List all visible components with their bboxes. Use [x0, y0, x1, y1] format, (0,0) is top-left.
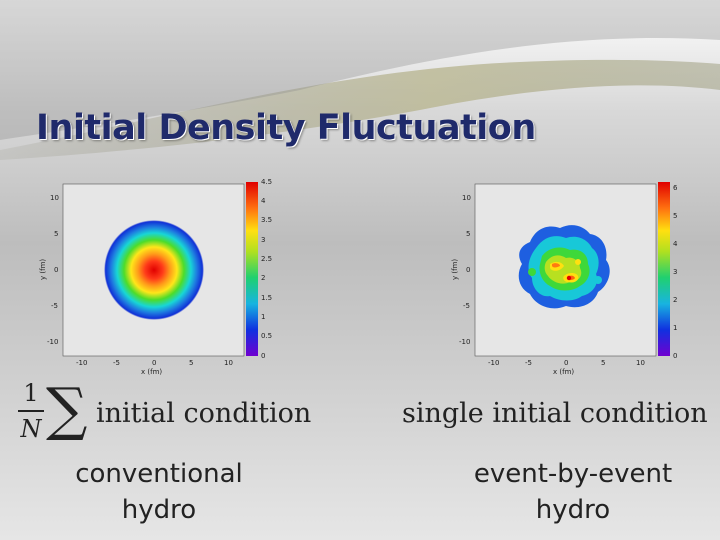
initial-condition-text: initial condition	[96, 398, 312, 429]
colorbar	[246, 182, 258, 356]
single-initial-condition-text: single initial condition	[402, 398, 708, 429]
cbar-tick: 4	[673, 240, 678, 248]
cbar-tick: 1	[261, 313, 265, 321]
y-tick: -10	[459, 338, 470, 346]
cbar-tick: 1	[673, 324, 677, 332]
x-tick: 5	[189, 359, 193, 367]
x-tick: -10	[76, 359, 87, 367]
fraction-denominator: N	[20, 415, 42, 443]
y-tick: -5	[51, 302, 58, 310]
y-tick: 10	[50, 194, 59, 202]
slide-title: Initial Density Fluctuation	[36, 108, 536, 148]
cbar-tick: 2.5	[261, 255, 272, 263]
y-tick: -10	[47, 338, 58, 346]
conventional-heatmap: 4.5 4 3.5 3 2.5 2 1.5 1 0.5 0 10 5 0 -5 …	[36, 176, 286, 376]
x-tick: 0	[152, 359, 156, 367]
density-blob	[518, 225, 610, 309]
y-tick: 5	[54, 230, 58, 238]
conventional-heatmap-svg: 4.5 4 3.5 3 2.5 2 1.5 1 0.5 0 10 5 0 -5 …	[39, 178, 272, 376]
summation-symbol: ∑	[46, 375, 88, 443]
conventional-hydro-caption: conventional hydro	[44, 456, 274, 528]
y-tick: -5	[463, 302, 470, 310]
y-tick: 5	[466, 230, 470, 238]
cbar-tick: 0	[261, 352, 265, 360]
cbar-tick: 0.5	[261, 332, 272, 340]
density-blob	[104, 220, 204, 320]
event-by-event-heatmap: 6 5 4 3 2 1 0 10 5 0 -5 -10 -10 -5 0 5 1…	[448, 176, 698, 376]
colorbar-labels: 4.5 4 3.5 3 2.5 2 1.5 1 0.5 0	[261, 178, 272, 360]
y-tick: 0	[54, 266, 58, 274]
cbar-tick: 3.5	[261, 216, 272, 224]
cbar-tick: 4.5	[261, 178, 272, 186]
colorbar	[658, 182, 670, 356]
y-tick: 0	[466, 266, 470, 274]
caption-line: hydro	[535, 495, 611, 525]
event-by-event-hydro-caption: event-by-event hydro	[458, 456, 688, 528]
x-axis-label: x (fm)	[141, 368, 162, 376]
x-tick-labels: -10 -5 0 5 10	[76, 359, 233, 367]
caption-line: event-by-event	[473, 459, 673, 489]
fraction-numerator: 1	[23, 379, 39, 407]
cbar-tick: 4	[261, 197, 266, 205]
cbar-tick: 0	[673, 352, 677, 360]
x-tick: -5	[525, 359, 532, 367]
cbar-tick: 2	[261, 274, 265, 282]
x-tick-labels: -10 -5 0 5 10	[488, 359, 645, 367]
x-tick: -5	[113, 359, 120, 367]
x-tick: 0	[564, 359, 568, 367]
cbar-tick: 5	[673, 212, 677, 220]
cbar-tick: 3	[261, 236, 265, 244]
y-axis-label: y (fm)	[451, 259, 459, 280]
x-tick: 10	[224, 359, 233, 367]
event-by-event-heatmap-svg: 6 5 4 3 2 1 0 10 5 0 -5 -10 -10 -5 0 5 1…	[451, 182, 678, 376]
fraction-one-over-n: 1 N	[18, 378, 44, 444]
cbar-tick: 1.5	[261, 294, 272, 302]
y-tick: 10	[462, 194, 471, 202]
y-axis-label: y (fm)	[39, 259, 47, 280]
colorbar-labels: 6 5 4 3 2 1 0	[673, 184, 678, 360]
x-tick: -10	[488, 359, 499, 367]
cbar-tick: 3	[673, 268, 677, 276]
x-axis-label: x (fm)	[553, 368, 574, 376]
cbar-tick: 6	[673, 184, 678, 192]
x-tick: 10	[636, 359, 645, 367]
y-tick-labels: 10 5 0 -5 -10	[47, 194, 59, 346]
y-tick-labels: 10 5 0 -5 -10	[459, 194, 471, 346]
fraction-bar	[18, 410, 44, 412]
x-tick: 5	[601, 359, 605, 367]
caption-line: conventional	[75, 459, 243, 489]
background-swoosh	[0, 0, 720, 161]
caption-line: hydro	[121, 495, 197, 525]
cbar-tick: 2	[673, 296, 677, 304]
